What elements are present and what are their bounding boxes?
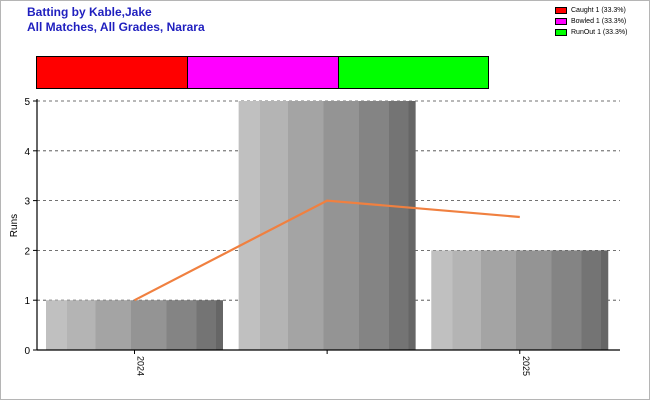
strip-segment-caught xyxy=(37,57,188,88)
strip-segment-runout xyxy=(337,57,488,88)
y-tick-label: 1 xyxy=(24,296,30,307)
y-axis-label: Runs xyxy=(9,214,20,237)
y-tick-label: 4 xyxy=(24,147,30,158)
legend-label-runout: RunOut 1 (33.3%) xyxy=(571,29,628,36)
legend-item-bowled: Bowled 1 (33.3%) xyxy=(555,16,627,27)
trend-line xyxy=(133,199,520,302)
y-tick-label: 2 xyxy=(24,246,30,257)
dismissal-proportion-strip xyxy=(36,56,489,89)
legend-swatch-runout xyxy=(555,29,567,36)
bar xyxy=(238,101,416,350)
legend-item-runout: RunOut 1 (33.3%) xyxy=(555,27,627,38)
y-tick-label: 3 xyxy=(24,197,30,208)
legend-swatch-caught xyxy=(555,7,567,14)
x-tick-label: 2024 xyxy=(136,356,146,376)
chart-subtitle: All Matches, All Grades, Narara xyxy=(27,20,205,34)
y-tick-label: 5 xyxy=(24,97,30,108)
legend-label-bowled: Bowled 1 (33.3%) xyxy=(571,18,627,25)
legend-label-caught: Caught 1 (33.3%) xyxy=(571,7,626,14)
strip-segment-bowled xyxy=(187,57,338,88)
legend-item-caught: Caught 1 (33.3%) xyxy=(555,5,627,16)
bar xyxy=(46,300,223,350)
chart-title: Batting by Kable,Jake xyxy=(27,5,152,19)
bar xyxy=(431,250,609,350)
x-tick-label: 2025 xyxy=(521,356,531,376)
legend-swatch-bowled xyxy=(555,18,567,25)
y-tick-label: 0 xyxy=(24,346,30,357)
legend: Caught 1 (33.3%) Bowled 1 (33.3%) RunOut… xyxy=(555,5,627,38)
